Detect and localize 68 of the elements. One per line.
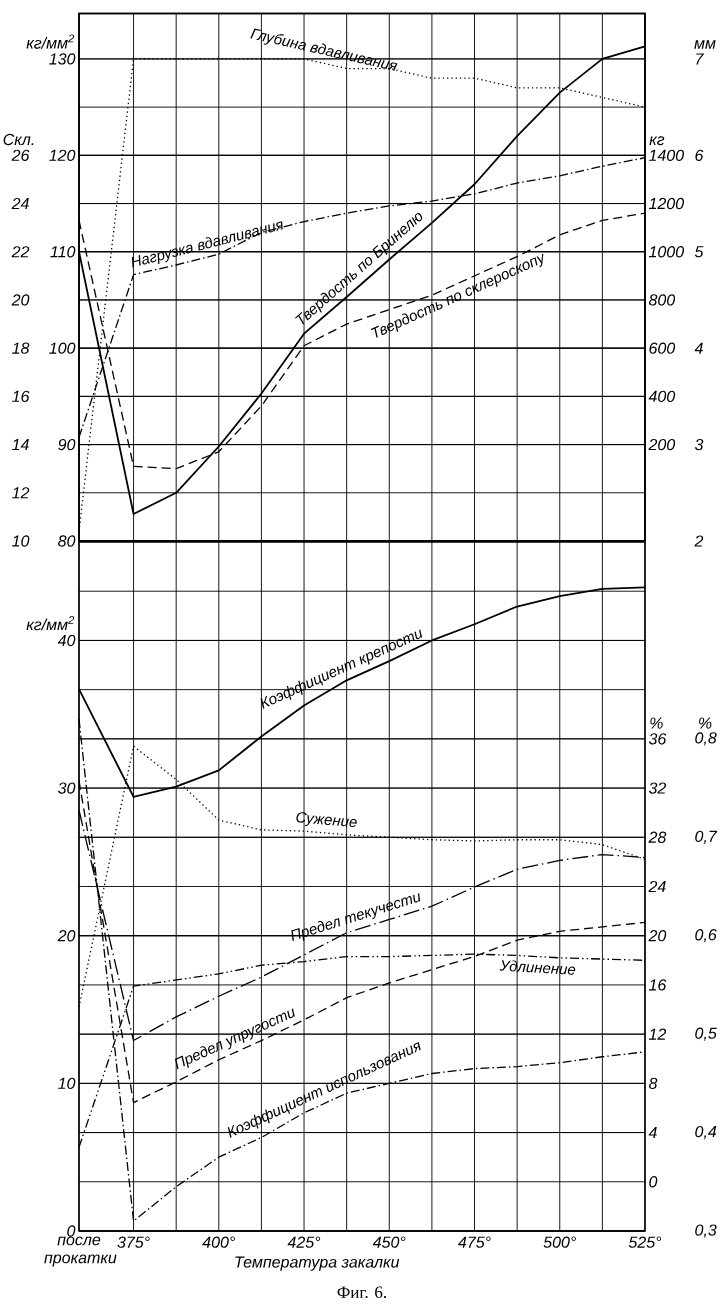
- y2-tick-label: 0: [649, 1176, 658, 1188]
- x-tick-label: 475°: [458, 1236, 491, 1248]
- y2-tick-label: 8: [648, 1077, 658, 1090]
- y3-tick-label: 600: [649, 342, 676, 354]
- y-tick-label: 80: [58, 535, 76, 547]
- x-axis-title: Температура закалки: [235, 1256, 400, 1271]
- y3-tick-label: 0,7: [695, 830, 718, 844]
- y-tick-label: 5: [694, 246, 704, 258]
- y-tick-label: 110: [50, 246, 76, 258]
- y2-tick-label: 10: [12, 535, 30, 547]
- y-tick-label: 10: [58, 1077, 76, 1090]
- y-tick-label: 130: [49, 53, 76, 65]
- y-tick-label: 120: [49, 149, 76, 161]
- y2-tick-label: 4: [648, 1127, 657, 1139]
- y3-tick-label: 0,3: [695, 1224, 717, 1238]
- x-tick-label: 450°: [372, 1236, 406, 1248]
- y2-tick-label: 14: [12, 439, 29, 451]
- x-tick-label: 425°: [287, 1236, 321, 1248]
- y3-tick-label: 0,8: [695, 732, 717, 746]
- y3-tick-label: 0,5: [695, 1027, 717, 1041]
- y3-tick-label: 0,4: [695, 1125, 717, 1140]
- y3-tick-label: 800: [648, 294, 676, 306]
- y2-tick-label: 16: [648, 979, 667, 991]
- y-tick-label: 90: [58, 438, 76, 451]
- y-tick-label: 20: [57, 930, 76, 942]
- y-tick-label: 2: [694, 535, 704, 547]
- y-axis-title: мм: [694, 40, 716, 49]
- y2-axis-title: %: [650, 717, 663, 729]
- y2-axis-title: Скл.: [3, 133, 34, 146]
- y-tick-label: 4: [694, 342, 703, 354]
- y2-tick-label: 24: [648, 880, 666, 893]
- y2-tick-label: 24: [11, 197, 29, 210]
- y2-tick-label: 18: [12, 342, 30, 354]
- y3-axis-title: %: [699, 717, 712, 729]
- y2-tick-label: 32: [648, 782, 667, 794]
- y3-tick-label: 1000: [648, 246, 684, 258]
- y-axis-title: кг/мм$^{2}$: [26, 34, 75, 49]
- y-tick-label: 40: [57, 634, 76, 647]
- y3-axis-title: кг: [649, 136, 665, 146]
- y2-tick-label: 36: [648, 733, 667, 745]
- text: Фиг. 6.: [337, 1286, 386, 1299]
- y-tick-label: 100: [49, 342, 76, 354]
- y3-tick-label: 0,6: [695, 929, 717, 943]
- y2-tick-label: 28: [648, 831, 667, 843]
- y2-tick-label: 20: [11, 294, 30, 306]
- x-tick-label: 500°: [543, 1236, 576, 1248]
- x-tick-label: 375°: [117, 1236, 150, 1248]
- x-tick-label: после прокатки: [44, 1236, 117, 1267]
- y-tick-label: 7: [696, 53, 704, 65]
- x-tick-label: 525°: [628, 1236, 662, 1248]
- y3-tick-label: 1200: [648, 197, 684, 210]
- series-label: Удлинение: [499, 960, 576, 975]
- y-tick-label: 6: [695, 149, 704, 161]
- y-tick-label: 30: [58, 782, 76, 794]
- y-tick-label: 0: [67, 1225, 76, 1237]
- y3-tick-label: 400: [648, 390, 676, 403]
- y2-tick-label: 12: [12, 487, 30, 499]
- y-tick-label: 3: [694, 438, 704, 451]
- y3-tick-label: 1400: [648, 149, 684, 161]
- y2-tick-label: 12: [648, 1028, 667, 1040]
- y2-tick-label: 20: [648, 930, 667, 942]
- x-tick-label: 400°: [202, 1236, 235, 1248]
- y3-tick-label: 200: [648, 438, 676, 451]
- y2-tick-label: 22: [11, 246, 30, 258]
- series-label: Сужение: [296, 812, 357, 828]
- y2-tick-label: 26: [11, 149, 30, 161]
- y-axis-title: кг/мм$^{2}$: [26, 616, 75, 631]
- y2-tick-label: 16: [12, 390, 30, 403]
